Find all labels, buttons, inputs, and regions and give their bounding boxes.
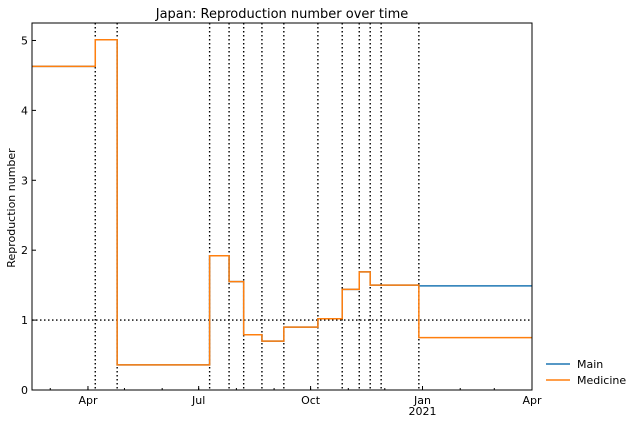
legend-label-1: Medicine (577, 374, 626, 387)
legend: Main Medicine (546, 358, 626, 387)
y-tick-label-1: 1 (21, 314, 28, 327)
series-line-main (32, 39, 532, 366)
x-tick-label-3: Jan (413, 394, 431, 407)
x-tick-label-2: Oct (301, 394, 321, 407)
x-tick-label-4: Apr (522, 394, 542, 407)
chart-title: Japan: Reproduction number over time (155, 7, 409, 22)
legend-label-0: Main (577, 358, 603, 371)
x-tick-label-0: Apr (78, 394, 98, 407)
x-tick-sublabel-3: 2021 (409, 405, 437, 418)
y-tick-label-2: 2 (21, 244, 28, 257)
y-tick-label-3: 3 (21, 174, 28, 187)
plot-frame (31, 22, 533, 391)
y-axis-label: Reproduction number (5, 148, 18, 268)
x-tick-label-1: Jul (191, 394, 205, 407)
y-tick-label-4: 4 (21, 104, 28, 117)
y-ticks: 0 1 2 3 4 5 (21, 34, 36, 397)
y-tick-label-5: 5 (21, 34, 28, 47)
series-line-medicine (32, 39, 532, 366)
series-lines (32, 39, 532, 366)
y-tick-label-0: 0 (21, 384, 28, 397)
